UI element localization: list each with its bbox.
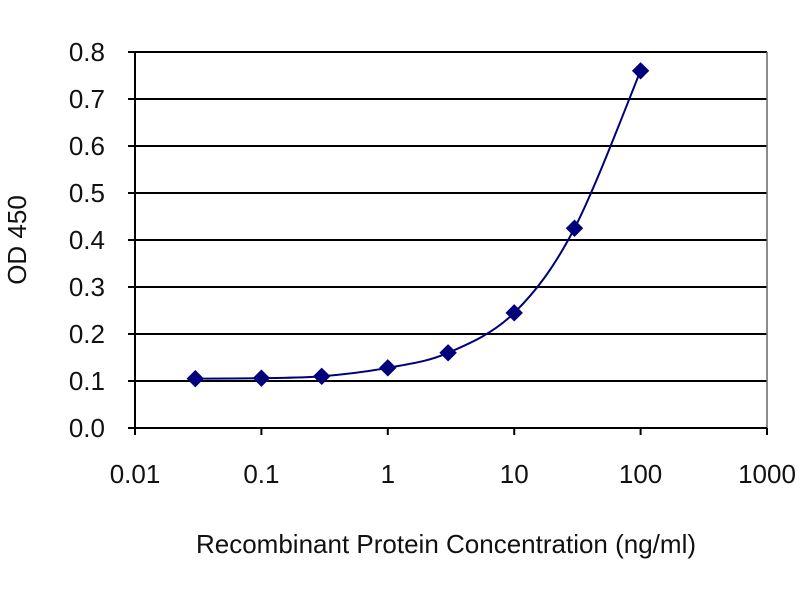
- x-tick-labels: 0.01 0.1 1 10 100 1000: [110, 459, 796, 489]
- data-point-marker: [186, 369, 205, 388]
- data-point-marker: [439, 344, 457, 362]
- series-layer: [186, 62, 650, 388]
- y-tick-label: 0.5: [69, 178, 105, 208]
- x-tick-label: 0.01: [110, 459, 161, 489]
- y-tick-label: 0.1: [69, 366, 105, 396]
- data-point-marker: [565, 219, 584, 237]
- data-point-marker: [379, 359, 397, 377]
- x-tick-label: 1: [381, 459, 395, 489]
- data-point-marker: [252, 369, 271, 387]
- y-axis-title: OD 450: [2, 195, 32, 285]
- x-tick-label: 10: [500, 459, 529, 489]
- axes: [128, 51, 768, 435]
- y-tick-label: 0.8: [69, 37, 105, 67]
- data-point-marker: [313, 367, 331, 386]
- x-axis-title: Recombinant Protein Concentration (ng/ml…: [196, 529, 696, 559]
- x-tick-label: 1000: [738, 459, 796, 489]
- y-tick-labels: 0.0 0.1 0.2 0.3 0.4 0.5 0.6 0.7 0.8: [69, 37, 105, 443]
- grid-lines: [135, 51, 767, 382]
- data-point-marker: [505, 304, 523, 322]
- x-tick-label: 100: [619, 459, 662, 489]
- y-tick-label: 0.4: [69, 225, 105, 255]
- y-tick-label: 0.7: [69, 84, 105, 114]
- x-tick-label: 0.1: [243, 459, 279, 489]
- data-point-marker: [631, 62, 650, 80]
- y-tick-label: 0.2: [69, 319, 105, 349]
- y-tick-label: 0.0: [69, 413, 105, 443]
- y-tick-label: 0.6: [69, 131, 105, 161]
- y-tick-label: 0.3: [69, 272, 105, 302]
